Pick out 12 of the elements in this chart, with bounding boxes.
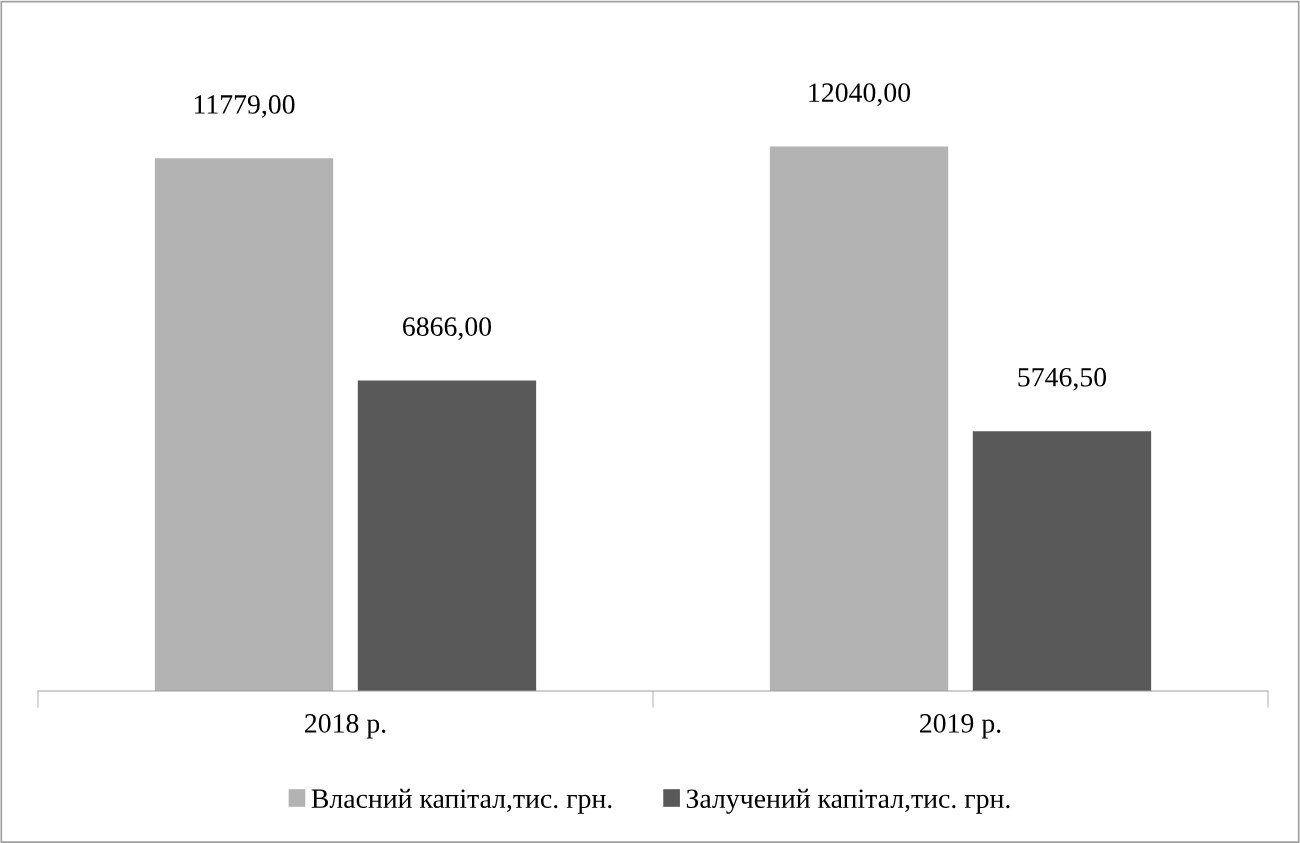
legend-label: Залучений капітал,тис. грн.	[686, 788, 1010, 814]
bar	[357, 380, 537, 691]
bar	[154, 158, 334, 691]
x-tick-label: 2018 р.	[305, 714, 386, 739]
bar	[972, 431, 1152, 691]
x-tick-label: 2019 р.	[920, 714, 1001, 739]
data-label: 11779,00	[194, 95, 295, 118]
data-label: 6866,00	[403, 317, 492, 340]
data-label: 5746,50	[1018, 367, 1107, 391]
bar	[769, 146, 949, 691]
legend-label: Власний капітал,тис. грн.	[311, 788, 612, 814]
data-label: 12040,00	[809, 83, 911, 107]
